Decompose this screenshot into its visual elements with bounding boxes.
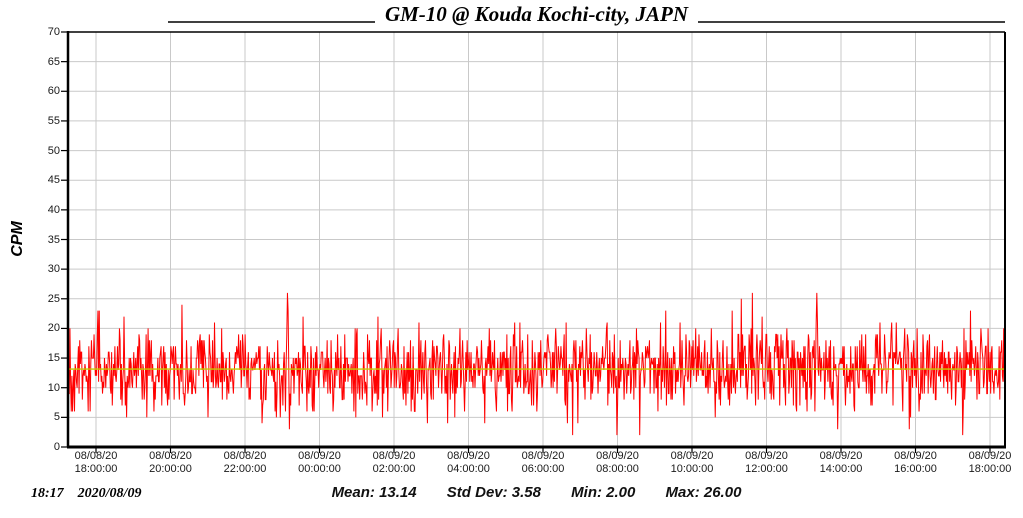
timestamp: 18:17 2020/08/09 [31,486,155,502]
x-axis-tick-label: 08/09/20 04:00:00 [447,450,490,475]
y-axis-tick-label: 45 [47,174,60,187]
stat-max: Max: 26.00 [665,484,742,501]
y-axis-tick-label: 10 [47,381,60,394]
x-axis-tick-label: 08/09/20 06:00:00 [521,450,565,475]
y-axis-tick-label: 5 [53,411,60,424]
x-axis-tick-label: 08/09/20 18:00:00 [968,450,1012,475]
x-axis-tick-label: 08/09/20 00:00:00 [298,450,341,475]
stat-min: Min: 2.00 [571,484,636,501]
timestamp-date: 2020/08/09 [77,486,142,501]
x-axis-tick-label: 08/08/20 18:00:00 [74,450,118,475]
stat-mean: Mean: 13.14 [331,484,417,501]
y-axis-tick-label: 50 [47,144,60,157]
x-axis-tick-label: 08/08/20 22:00:00 [223,450,267,475]
x-axis-tick-label: 08/08/20 20:00:00 [149,450,192,475]
x-axis-tick-label: 08/09/20 12:00:00 [745,450,788,475]
y-axis-tick-label: 20 [47,322,60,335]
y-axis-tick-label: 0 [53,441,60,453]
x-axis-tick-label: 08/09/20 14:00:00 [819,450,863,475]
x-axis-tick-label: 08/09/20 08:00:00 [596,450,639,475]
y-axis-tick-label: 60 [47,85,60,98]
x-axis-tick-label: 08/09/20 16:00:00 [894,450,937,475]
y-axis-tick-label: 35 [47,233,60,246]
y-axis-tick-label: 65 [47,55,60,68]
stat-stddev: Std Dev: 3.58 [446,484,541,501]
y-axis-tick-label: 40 [47,203,60,216]
y-axis-tick-label: 70 [47,26,60,38]
y-axis-tick-label: 55 [47,114,60,127]
y-axis-tick-label: 15 [47,352,60,365]
x-axis-tick-label: 08/09/20 02:00:00 [372,450,416,475]
x-axis-tick-label: 08/09/20 10:00:00 [670,450,714,475]
y-axis-tick-label: 30 [47,263,60,276]
stats-line: Mean: 13.14 Std Dev: 3.58 Min: 2.00 Max:… [68,484,1005,501]
cpm-series-line [67,292,1006,436]
y-axis-tick-label: 25 [47,292,60,305]
timestamp-time: 18:17 [31,486,64,501]
